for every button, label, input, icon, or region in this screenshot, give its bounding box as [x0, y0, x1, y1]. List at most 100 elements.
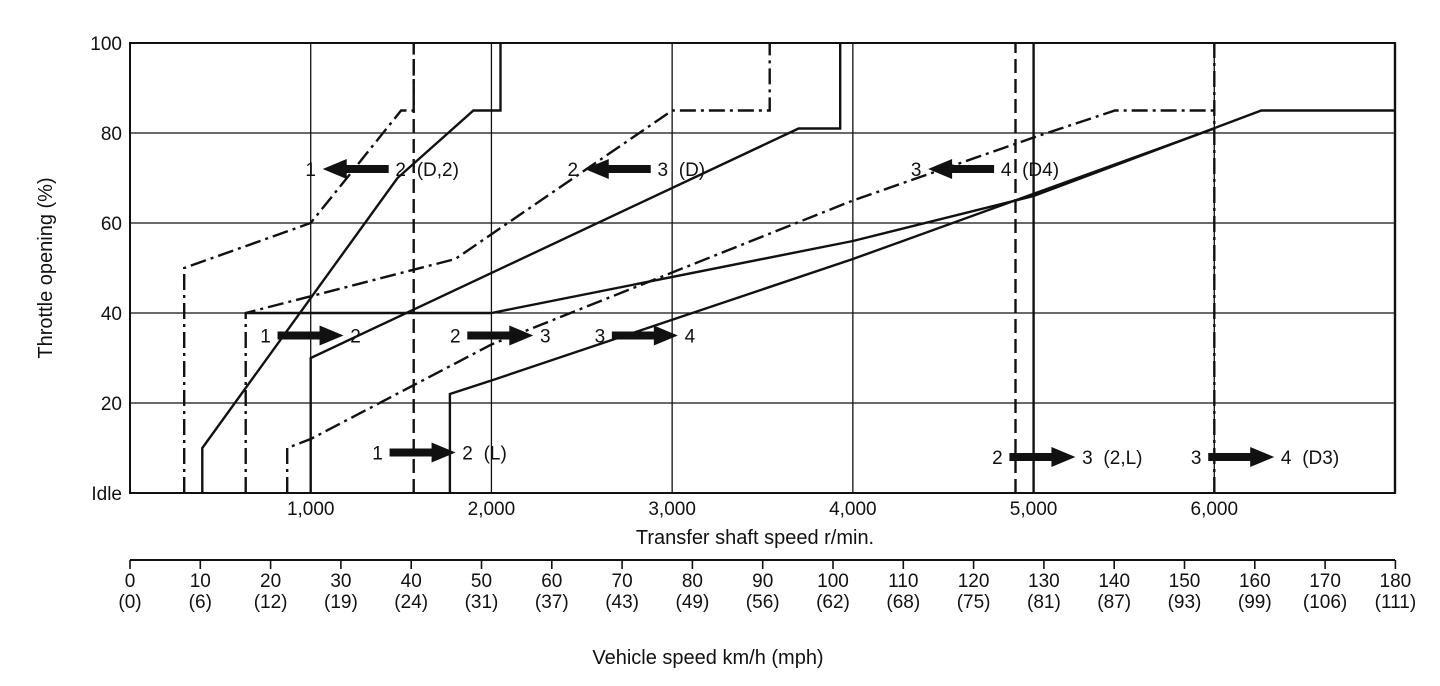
secondary-axis-title: Vehicle speed km/h (mph) — [592, 647, 823, 669]
shift-annotation: 1 2 (D,2) — [305, 160, 459, 181]
shift-from-label: 3 — [1191, 448, 1202, 469]
secondary-tick-kmh: 160 — [1239, 571, 1271, 592]
secondary-tick-kmh: 80 — [682, 571, 703, 592]
series-line — [286, 109, 1215, 493]
annotation-layer: 1 2 (D,2) 2 3 (D) 3 4 (D4)1 2 2 3 3 41 2 (L) 2 3 (2,L) 3 4 (D… — [260, 159, 1339, 469]
shift-to-label: 3 — [1082, 448, 1093, 469]
secondary-tick-mph: (24) — [394, 592, 428, 613]
series-line — [448, 127, 1215, 493]
y-tick-label: 80 — [101, 124, 122, 145]
secondary-tick-kmh: 180 — [1380, 571, 1412, 592]
secondary-tick-kmh: 40 — [401, 571, 422, 592]
x-tick-label: 2,000 — [468, 499, 516, 520]
secondary-tick-mph: (111) — [1375, 592, 1417, 613]
secondary-tick-mph: (49) — [676, 592, 710, 613]
shift-from-label: 3 — [911, 160, 922, 181]
series-line — [201, 43, 502, 493]
shift-range-label: (L) — [484, 444, 507, 465]
shift-annotation: 2 3 (2,L) — [992, 448, 1142, 469]
shift-arrow — [322, 159, 389, 179]
secondary-tick-kmh: 90 — [752, 571, 773, 592]
x-tick-label: 3,000 — [648, 499, 696, 520]
shift-range-label: (D) — [679, 160, 705, 181]
shift-from-label: 1 — [305, 160, 316, 181]
secondary-tick-kmh: 70 — [612, 571, 633, 592]
secondary-tick-kmh: 110 — [888, 571, 918, 592]
secondary-tick-mph: (99) — [1238, 592, 1272, 613]
y-tick-label: 20 — [101, 394, 122, 415]
shift-arrow — [389, 442, 456, 463]
shift-to-label: 4 — [1281, 448, 1292, 469]
secondary-tick-kmh: 0 — [125, 571, 136, 592]
secondary-tick-kmh: 150 — [1169, 571, 1201, 592]
x-tick-label: 5,000 — [1010, 499, 1058, 520]
shift-from-label: 1 — [260, 327, 271, 348]
secondary-tick-mph: (37) — [535, 592, 569, 613]
secondary-tick-kmh: 170 — [1309, 571, 1341, 592]
secondary-tick-mph: (31) — [465, 592, 499, 613]
shift-arrow — [1208, 447, 1275, 467]
shift-annotation: 2 3 (D) — [567, 160, 705, 181]
shift-annotation: 3 4 (D3) — [1191, 448, 1339, 469]
secondary-tick-mph: (87) — [1097, 592, 1131, 613]
shift-from-label: 2 — [992, 448, 1003, 469]
shift-range-label: (D,2) — [417, 160, 459, 181]
shift-to-label: 4 — [685, 327, 696, 348]
x-tick-label: 6,000 — [1191, 499, 1239, 520]
y-axis-title: Throttle opening (%) — [35, 177, 57, 358]
secondary-tick-kmh: 20 — [260, 571, 281, 592]
y-tick-label: 40 — [101, 304, 122, 325]
shift-arrow — [277, 325, 344, 346]
series-line — [245, 109, 1395, 315]
y-tick-label: 60 — [101, 214, 122, 235]
shift-arrow — [928, 159, 995, 179]
shift-range-label: (2,L) — [1103, 448, 1142, 469]
shift-annotation: 3 4 (D4) — [911, 160, 1059, 181]
shift-to-label: 3 — [657, 160, 668, 181]
secondary-tick-mph: (19) — [324, 592, 358, 613]
shift-annotation: 1 2 (L) — [372, 444, 507, 465]
secondary-tick-kmh: 140 — [1098, 571, 1130, 592]
shift-from-label: 2 — [567, 160, 578, 181]
secondary-tick-mph: (81) — [1027, 592, 1061, 613]
series-layer — [182, 43, 1397, 493]
shift-arrow — [584, 159, 651, 179]
secondary-tick-kmh: 10 — [190, 571, 211, 592]
secondary-tick-mph: (43) — [605, 592, 639, 613]
secondary-tick-kmh: 50 — [471, 571, 492, 592]
shift-to-label: 3 — [540, 327, 551, 348]
shift-arrow — [467, 325, 534, 346]
y-tick-label: 100 — [90, 34, 122, 55]
y-tick-label: Idle — [91, 484, 122, 505]
secondary-tick-kmh: 120 — [958, 571, 990, 592]
shift-arrow — [611, 325, 678, 346]
shift-range-label: (D3) — [1302, 448, 1339, 469]
shift-from-label: 2 — [450, 327, 461, 348]
series-line — [309, 43, 842, 493]
x-tick-label: 1,000 — [287, 499, 335, 520]
secondary-tick-mph: (75) — [957, 592, 991, 613]
secondary-tick-mph: (106) — [1303, 592, 1347, 613]
series-line — [244, 43, 771, 493]
secondary-tick-mph: (6) — [189, 592, 212, 613]
secondary-tick-mph: (93) — [1168, 592, 1202, 613]
secondary-tick-mph: (56) — [746, 592, 780, 613]
shift-from-label: 3 — [595, 327, 606, 348]
secondary-tick-kmh: 130 — [1028, 571, 1060, 592]
shift-range-label: (D4) — [1022, 160, 1059, 181]
secondary-tick-mph: (62) — [816, 592, 850, 613]
secondary-tick-mph: (12) — [254, 592, 288, 613]
secondary-tick-kmh: 60 — [541, 571, 562, 592]
shift-arrow — [1009, 447, 1076, 467]
secondary-tick-kmh: 100 — [817, 571, 849, 592]
x-tick-label: 4,000 — [829, 499, 877, 520]
x-axis-title: Transfer shaft speed r/min. — [636, 527, 874, 549]
shift-to-label: 2 — [350, 327, 361, 348]
secondary-tick-mph: (68) — [886, 592, 920, 613]
shift-to-label: 4 — [1001, 160, 1012, 181]
secondary-tick-kmh: 30 — [330, 571, 351, 592]
